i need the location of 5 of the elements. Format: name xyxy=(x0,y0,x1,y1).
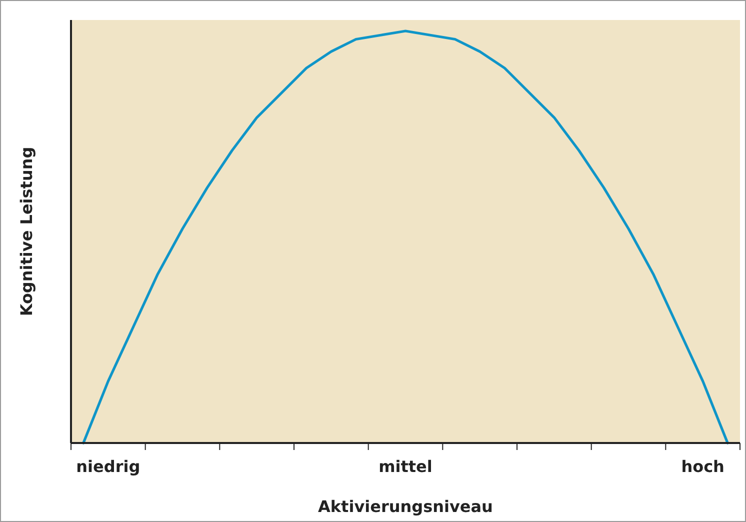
x-axis-title: Aktivierungsniveau xyxy=(318,497,493,516)
y-axis-title: Kognitive Leistung xyxy=(17,146,36,316)
x-tick-label: niedrig xyxy=(76,457,140,476)
x-tick-label: mittel xyxy=(378,457,432,476)
x-tick-label: hoch xyxy=(681,457,724,476)
